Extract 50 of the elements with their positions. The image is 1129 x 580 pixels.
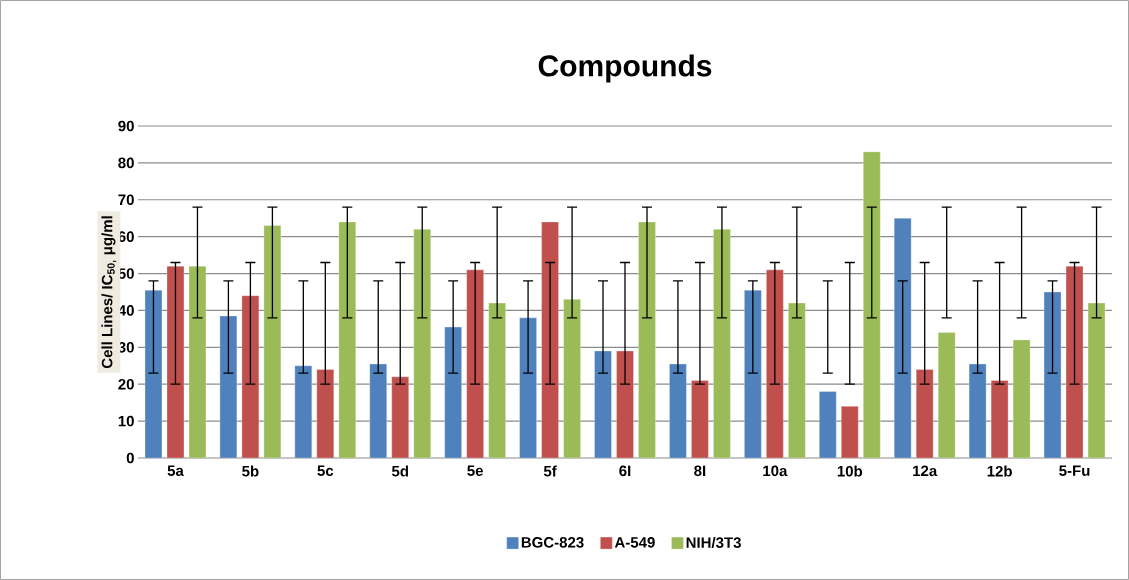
legend-label: NIH/3T3 [686,536,741,549]
bar [863,151,881,458]
y-tick-label: 80 [118,157,134,169]
x-tick-label: 5-Fu [1059,465,1090,476]
bar [444,326,462,458]
bar [594,350,612,458]
y-tick-label: 10 [118,415,134,427]
bar [1043,291,1062,458]
bar [938,332,956,458]
bar [488,302,506,458]
y-tick-label: 0 [126,452,134,464]
y-tick-label: 70 [118,194,134,206]
bar [316,369,334,458]
y-tick-label: 90 [118,120,134,132]
x-tick-label: 5e [467,465,483,476]
legend-label: BGC-823 [521,537,584,548]
x-tick-label: 8I [694,465,706,477]
bar [819,391,837,458]
bar [788,302,806,458]
y-tick-label: 20 [118,378,134,390]
y-axis-title: Cell Lines/ IC$_{50,}$ μg/ml [101,216,117,369]
bar [369,363,387,458]
x-tick-label: 10b [837,465,863,477]
bar [413,229,431,458]
bar [391,376,409,458]
bar [968,363,987,458]
bar [338,221,356,458]
bar [294,365,312,458]
bar [563,299,581,458]
x-tick-label: 12a [913,465,938,477]
bar [841,406,859,458]
bar [916,369,934,458]
x-tick-label: 10a [763,465,788,477]
bar [744,290,762,458]
x-tick-label: 6I [619,465,631,477]
x-tick-label: 5f [543,465,557,477]
bar [541,221,559,458]
x-tick-label: 5d [391,465,408,477]
chart-title: Compounds [538,54,712,83]
legend-label: A-549 [614,537,655,548]
x-tick-label: 5b [242,465,259,477]
bar [691,380,709,458]
bar [894,218,912,458]
bar [219,315,238,458]
x-tick-label: 12b [987,465,1012,477]
bar [144,290,163,458]
bar [519,317,537,458]
x-tick-label: 5a [167,465,184,476]
bar [669,363,687,458]
x-tick-label: 5c [317,465,334,476]
